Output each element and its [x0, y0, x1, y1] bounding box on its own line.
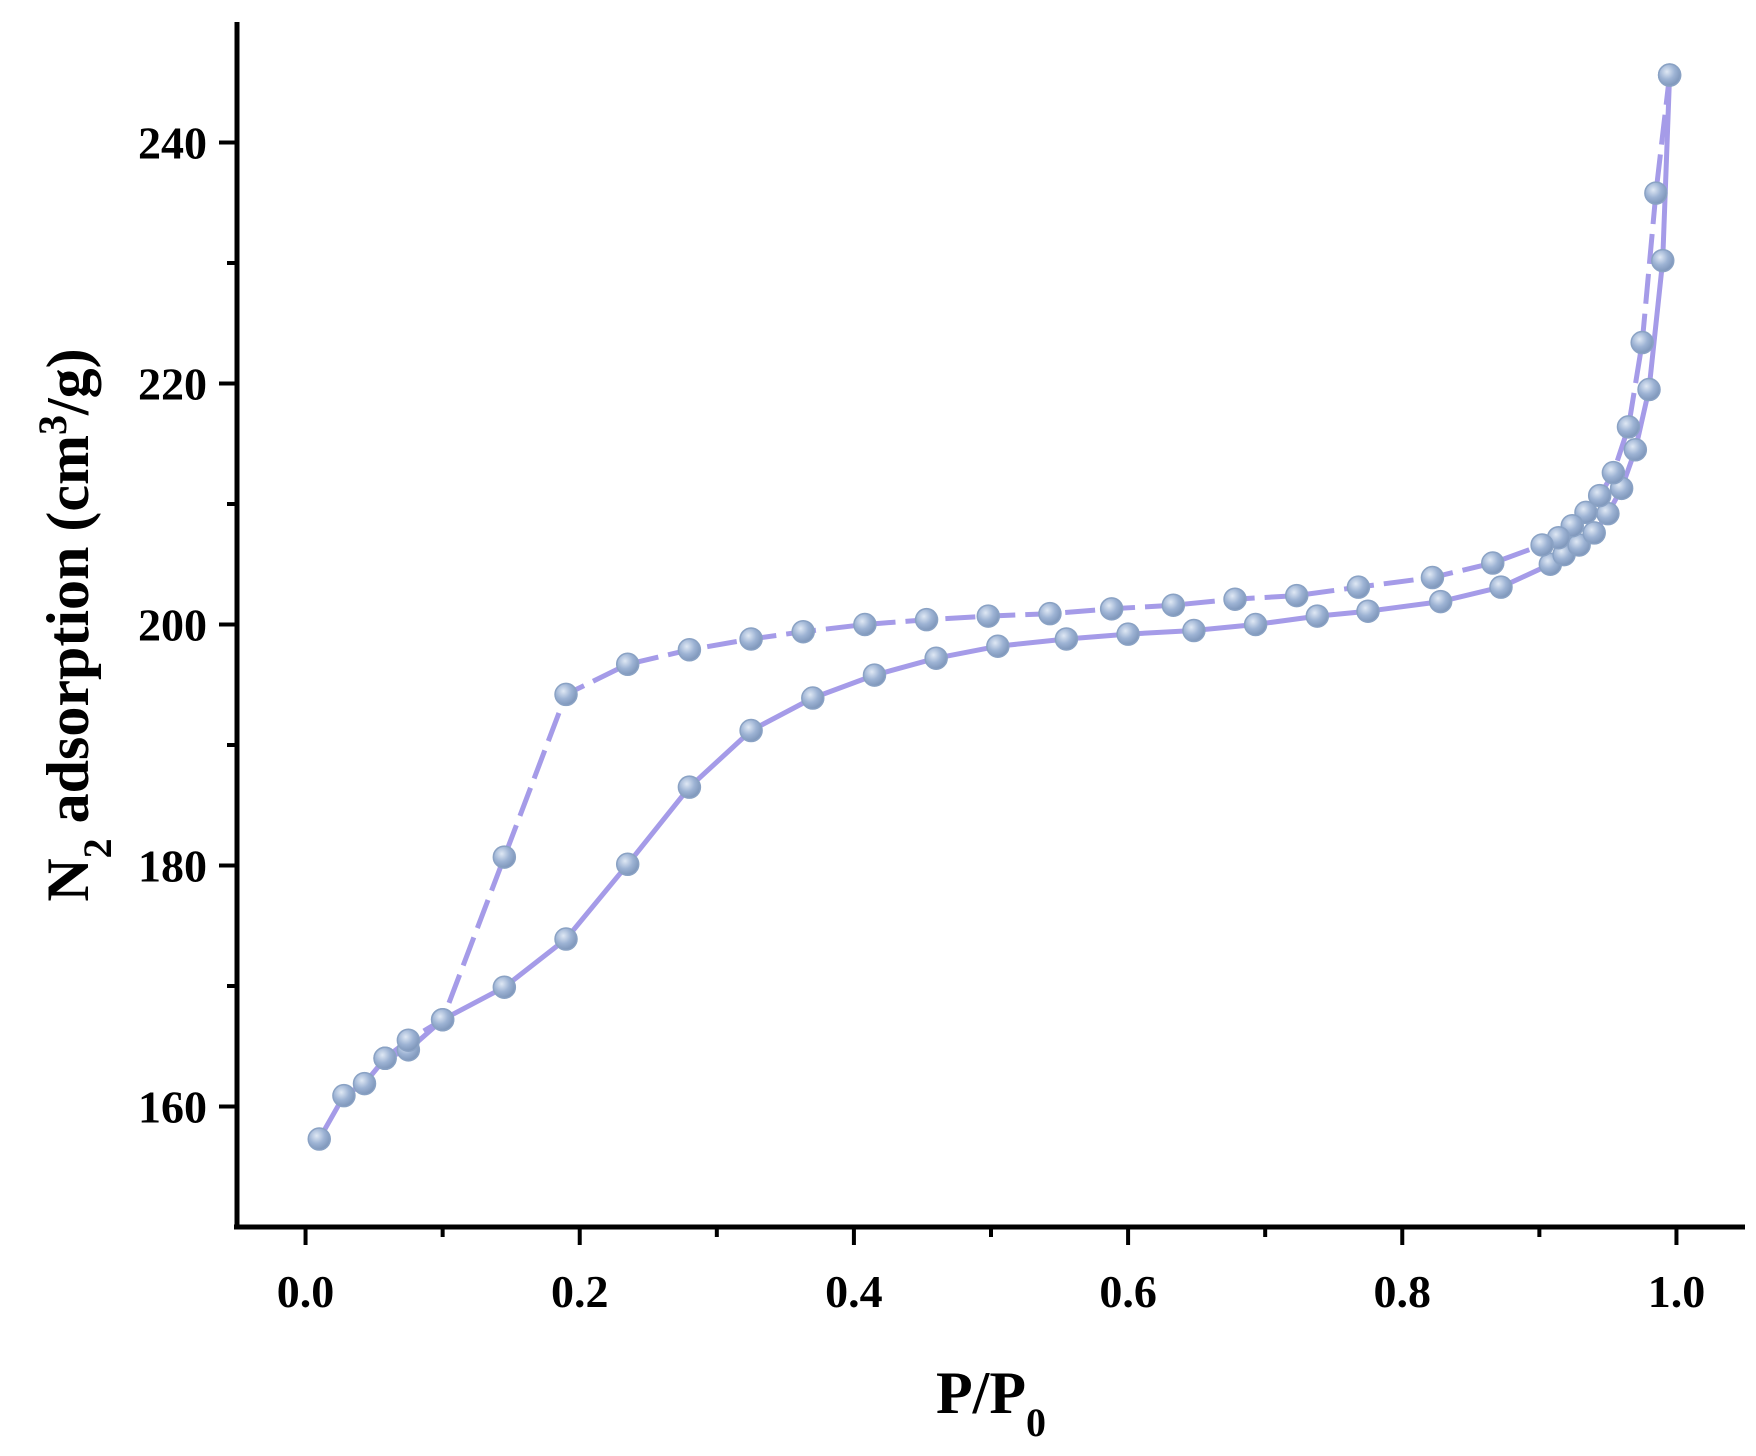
data-point-desorption [373, 1046, 397, 1071]
data-point-adsorption [615, 852, 640, 877]
data-point-desorption [1616, 415, 1641, 439]
data-point-desorption [554, 682, 578, 707]
data-point-desorption [1644, 181, 1668, 205]
y-tick-label: 180 [138, 841, 207, 892]
data-point-adsorption [1650, 248, 1675, 273]
data-point-desorption [1038, 601, 1062, 626]
data-point-desorption [1587, 483, 1612, 508]
x-tick-label: 0.8 [1374, 1266, 1432, 1317]
data-point-desorption [1346, 575, 1371, 599]
data-point-adsorption [332, 1083, 356, 1108]
data-point-adsorption [739, 718, 763, 743]
data-point-desorption [914, 607, 939, 632]
y-axis-title: N2 adsorption (cm3/g) [30, 348, 120, 901]
data-point-desorption [1601, 460, 1626, 485]
data-point-adsorption [986, 634, 1010, 658]
data-point-desorption [1630, 330, 1654, 355]
data-point-adsorption [1305, 604, 1330, 628]
data-point-adsorption [1623, 438, 1648, 462]
data-point-adsorption [1054, 627, 1079, 651]
data-point-adsorption [1243, 612, 1268, 637]
data-point-adsorption [1428, 589, 1453, 614]
data-point-adsorption [554, 927, 578, 951]
data-point-desorption [1223, 587, 1247, 611]
axis-ticks [219, 140, 1679, 1245]
data-point-desorption [1657, 63, 1682, 87]
data-point-adsorption [862, 663, 887, 687]
series-line-desorption [383, 74, 1673, 1061]
data-point-adsorption [352, 1071, 377, 1096]
x-tick-label: 0.2 [551, 1266, 609, 1317]
data-point-desorption [396, 1028, 421, 1052]
data-point-adsorption [1489, 575, 1513, 599]
axis-tick-labels: 0.0 0.2 0.4 0.6 0.8 1.0 160 180 200 220 240 [138, 118, 1705, 1318]
y-tick-label: 160 [138, 1082, 207, 1133]
data-point-desorption [1481, 551, 1505, 575]
y-tick-label: 220 [138, 359, 207, 410]
data-point-adsorption [801, 686, 825, 710]
data-point-adsorption [307, 1127, 332, 1151]
data-point-desorption [1161, 593, 1186, 617]
data-point-adsorption [1356, 599, 1380, 623]
x-tick-label: 0.0 [277, 1266, 335, 1317]
data-point-desorption [976, 604, 1001, 628]
x-tick-label: 0.6 [1099, 1266, 1157, 1317]
data-point-desorption [1099, 597, 1124, 621]
data-point-adsorption [1582, 521, 1606, 545]
data-point-desorption [430, 1007, 455, 1032]
x-tick-label: 1.0 [1648, 1266, 1706, 1317]
data-point-desorption [791, 619, 815, 644]
data-point-desorption [1284, 583, 1309, 608]
y-tick-label: 240 [138, 118, 207, 169]
data-point-adsorption [1116, 622, 1140, 646]
x-axis-title: P/P0 [936, 1360, 1046, 1445]
data-point-adsorption [1182, 618, 1206, 643]
data-point-adsorption [924, 646, 948, 670]
data-point-adsorption [1637, 377, 1661, 402]
data-point-desorption [677, 638, 702, 662]
x-tick-label: 0.4 [825, 1266, 883, 1317]
data-point-desorption [853, 612, 877, 637]
data-point-desorption [1420, 565, 1445, 590]
data-point-desorption [492, 845, 517, 869]
data-point-desorption [1530, 533, 1554, 557]
y-tick-label: 200 [138, 600, 207, 651]
data-point-adsorption [492, 975, 517, 999]
data-point-desorption [739, 627, 763, 651]
data-point-desorption [615, 652, 640, 677]
series-markers [307, 63, 1682, 1151]
data-point-adsorption [677, 775, 702, 799]
